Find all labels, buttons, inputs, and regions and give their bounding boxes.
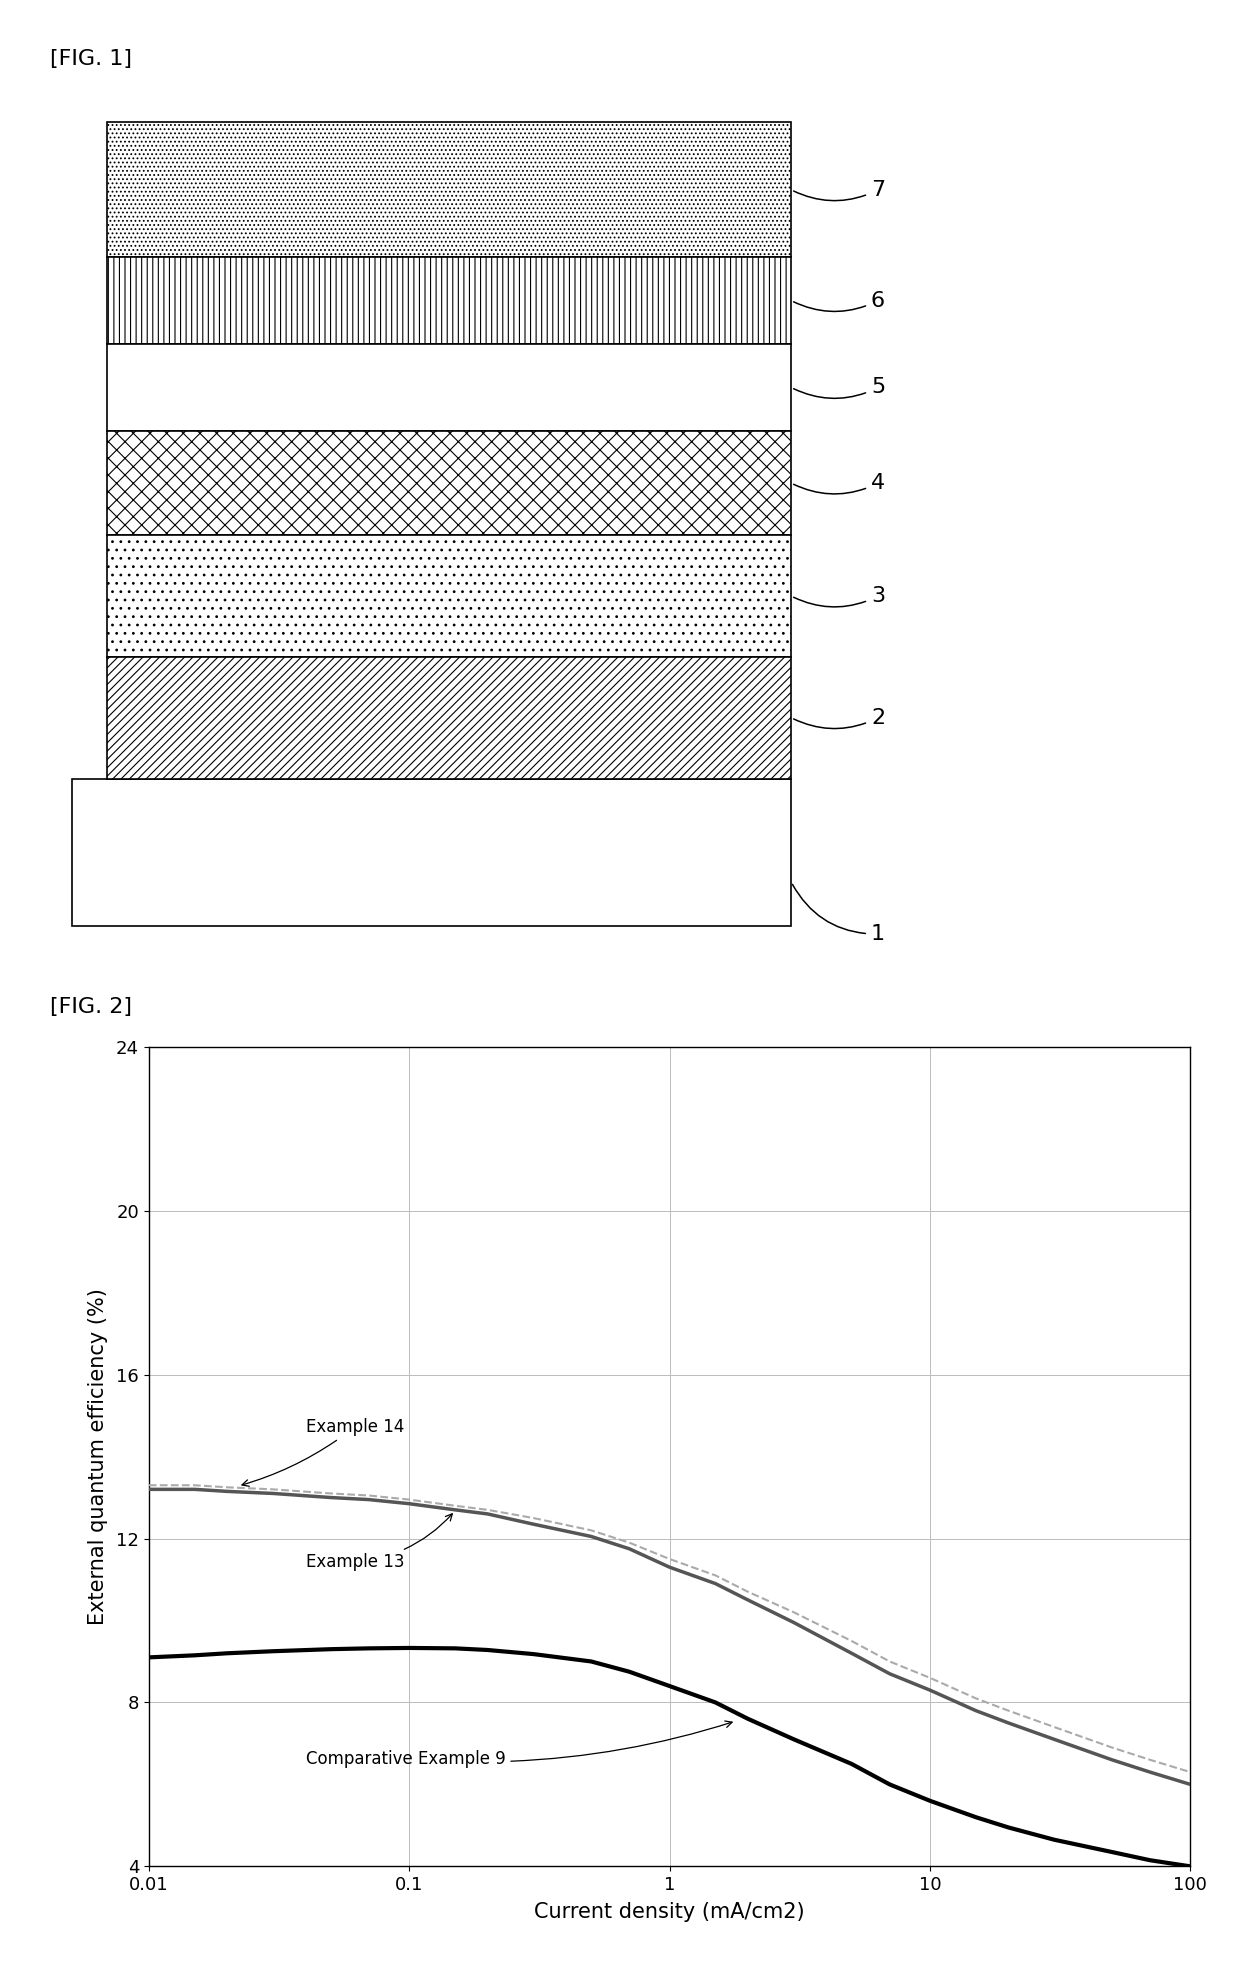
Text: Example 13: Example 13	[305, 1513, 453, 1572]
Y-axis label: External quantum efficiency (%): External quantum efficiency (%)	[88, 1288, 108, 1625]
Bar	[107, 658, 791, 778]
Text: 6: 6	[794, 290, 885, 312]
Text: 3: 3	[794, 587, 885, 606]
Text: [FIG. 2]: [FIG. 2]	[50, 997, 131, 1017]
Text: Comparative Example 9: Comparative Example 9	[305, 1720, 732, 1768]
Text: [FIG. 1]: [FIG. 1]	[50, 49, 131, 69]
Text: 4: 4	[794, 474, 885, 494]
Bar	[107, 535, 791, 658]
Bar	[72, 778, 791, 926]
Text: 1: 1	[792, 885, 885, 944]
Text: 5: 5	[794, 377, 885, 399]
Text: 7: 7	[794, 180, 885, 201]
Text: 2: 2	[794, 707, 885, 729]
Bar	[107, 431, 791, 535]
Bar	[107, 257, 791, 344]
Text: Example 14: Example 14	[242, 1418, 404, 1487]
Bar	[107, 344, 791, 431]
X-axis label: Current density (mA/cm2): Current density (mA/cm2)	[534, 1902, 805, 1922]
Bar	[107, 122, 791, 257]
